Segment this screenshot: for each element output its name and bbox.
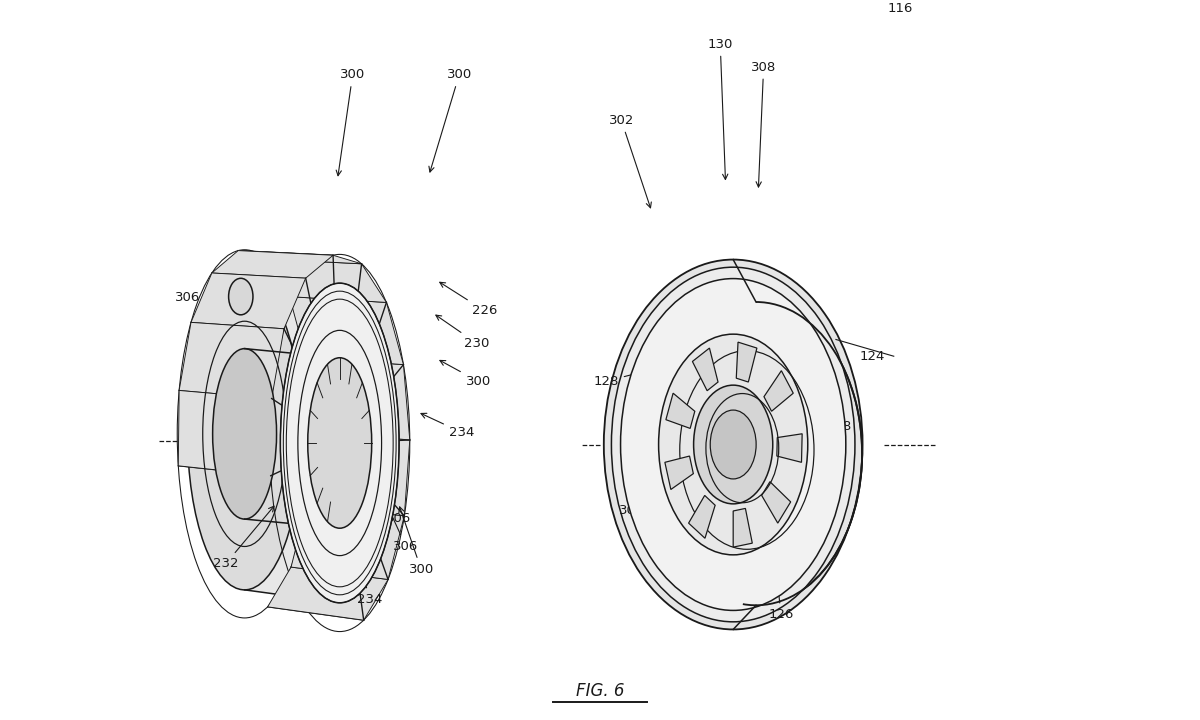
- Ellipse shape: [612, 267, 854, 622]
- Polygon shape: [666, 393, 695, 428]
- Text: 232: 232: [212, 506, 274, 570]
- Text: 234: 234: [421, 413, 474, 438]
- Polygon shape: [245, 278, 340, 603]
- Text: 128: 128: [594, 372, 641, 388]
- Text: FIG. 6: FIG. 6: [576, 682, 624, 700]
- Polygon shape: [762, 482, 791, 523]
- Text: 300: 300: [440, 361, 491, 388]
- Text: 308: 308: [751, 60, 776, 187]
- Ellipse shape: [229, 279, 253, 315]
- Polygon shape: [238, 251, 361, 264]
- Ellipse shape: [212, 348, 276, 519]
- Ellipse shape: [694, 385, 773, 504]
- Text: 234: 234: [346, 520, 383, 606]
- Text: 130: 130: [708, 37, 733, 179]
- Ellipse shape: [659, 334, 808, 555]
- Text: 306: 306: [377, 469, 410, 525]
- Polygon shape: [692, 348, 718, 391]
- Ellipse shape: [710, 410, 756, 479]
- Ellipse shape: [187, 278, 301, 590]
- Polygon shape: [292, 505, 404, 580]
- Polygon shape: [665, 456, 694, 490]
- Text: 300: 300: [336, 68, 365, 176]
- Text: 302: 302: [619, 446, 656, 517]
- Polygon shape: [306, 357, 409, 440]
- Polygon shape: [307, 431, 409, 516]
- Text: 230: 230: [436, 315, 490, 350]
- Polygon shape: [179, 323, 284, 398]
- Text: 300: 300: [428, 68, 472, 172]
- Polygon shape: [737, 342, 757, 382]
- Ellipse shape: [620, 279, 846, 611]
- Ellipse shape: [281, 283, 400, 603]
- Polygon shape: [265, 259, 386, 302]
- Text: 300: 300: [398, 507, 433, 576]
- Text: 302: 302: [608, 114, 652, 208]
- Text: 306: 306: [175, 291, 200, 304]
- Ellipse shape: [307, 358, 372, 528]
- Polygon shape: [191, 273, 306, 329]
- Text: 131: 131: [700, 482, 725, 591]
- Text: 308: 308: [823, 408, 852, 433]
- Text: 124: 124: [859, 350, 886, 363]
- Ellipse shape: [604, 260, 863, 629]
- Polygon shape: [776, 433, 802, 462]
- Text: 226: 226: [439, 282, 497, 317]
- Polygon shape: [289, 297, 403, 364]
- Text: 228: 228: [332, 377, 360, 408]
- Polygon shape: [733, 508, 752, 547]
- Text: 116: 116: [888, 2, 913, 15]
- Polygon shape: [764, 371, 793, 411]
- Polygon shape: [689, 495, 715, 539]
- Text: 306: 306: [380, 492, 419, 553]
- Text: 126: 126: [764, 485, 794, 621]
- Polygon shape: [179, 390, 271, 476]
- Polygon shape: [212, 251, 334, 278]
- Polygon shape: [268, 567, 388, 620]
